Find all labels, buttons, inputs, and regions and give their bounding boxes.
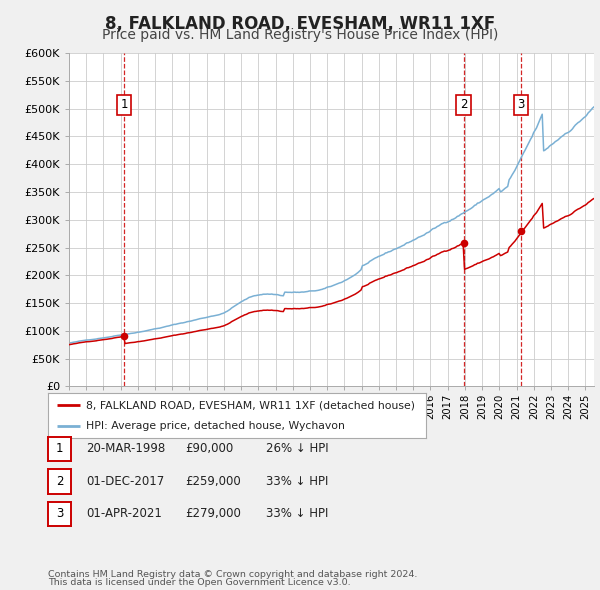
Text: 01-APR-2021: 01-APR-2021 [86,507,161,520]
Text: HPI: Average price, detached house, Wychavon: HPI: Average price, detached house, Wych… [86,421,344,431]
Text: £259,000: £259,000 [185,475,241,488]
Text: 2: 2 [460,99,467,112]
Text: £279,000: £279,000 [185,507,241,520]
Text: Contains HM Land Registry data © Crown copyright and database right 2024.: Contains HM Land Registry data © Crown c… [48,570,418,579]
Text: 01-DEC-2017: 01-DEC-2017 [86,475,164,488]
Text: 8, FALKLAND ROAD, EVESHAM, WR11 1XF (detached house): 8, FALKLAND ROAD, EVESHAM, WR11 1XF (det… [86,400,415,410]
Text: 1: 1 [56,442,63,455]
Text: 33% ↓ HPI: 33% ↓ HPI [266,475,328,488]
Text: 1: 1 [121,99,128,112]
Text: 8, FALKLAND ROAD, EVESHAM, WR11 1XF: 8, FALKLAND ROAD, EVESHAM, WR11 1XF [105,15,495,34]
Text: This data is licensed under the Open Government Licence v3.0.: This data is licensed under the Open Gov… [48,578,350,587]
Text: £90,000: £90,000 [185,442,233,455]
Text: 2: 2 [56,475,63,488]
Text: 33% ↓ HPI: 33% ↓ HPI [266,507,328,520]
Text: Price paid vs. HM Land Registry's House Price Index (HPI): Price paid vs. HM Land Registry's House … [102,28,498,42]
Text: 20-MAR-1998: 20-MAR-1998 [86,442,165,455]
Text: 3: 3 [56,507,63,520]
Text: 3: 3 [517,99,524,112]
Text: 26% ↓ HPI: 26% ↓ HPI [266,442,328,455]
